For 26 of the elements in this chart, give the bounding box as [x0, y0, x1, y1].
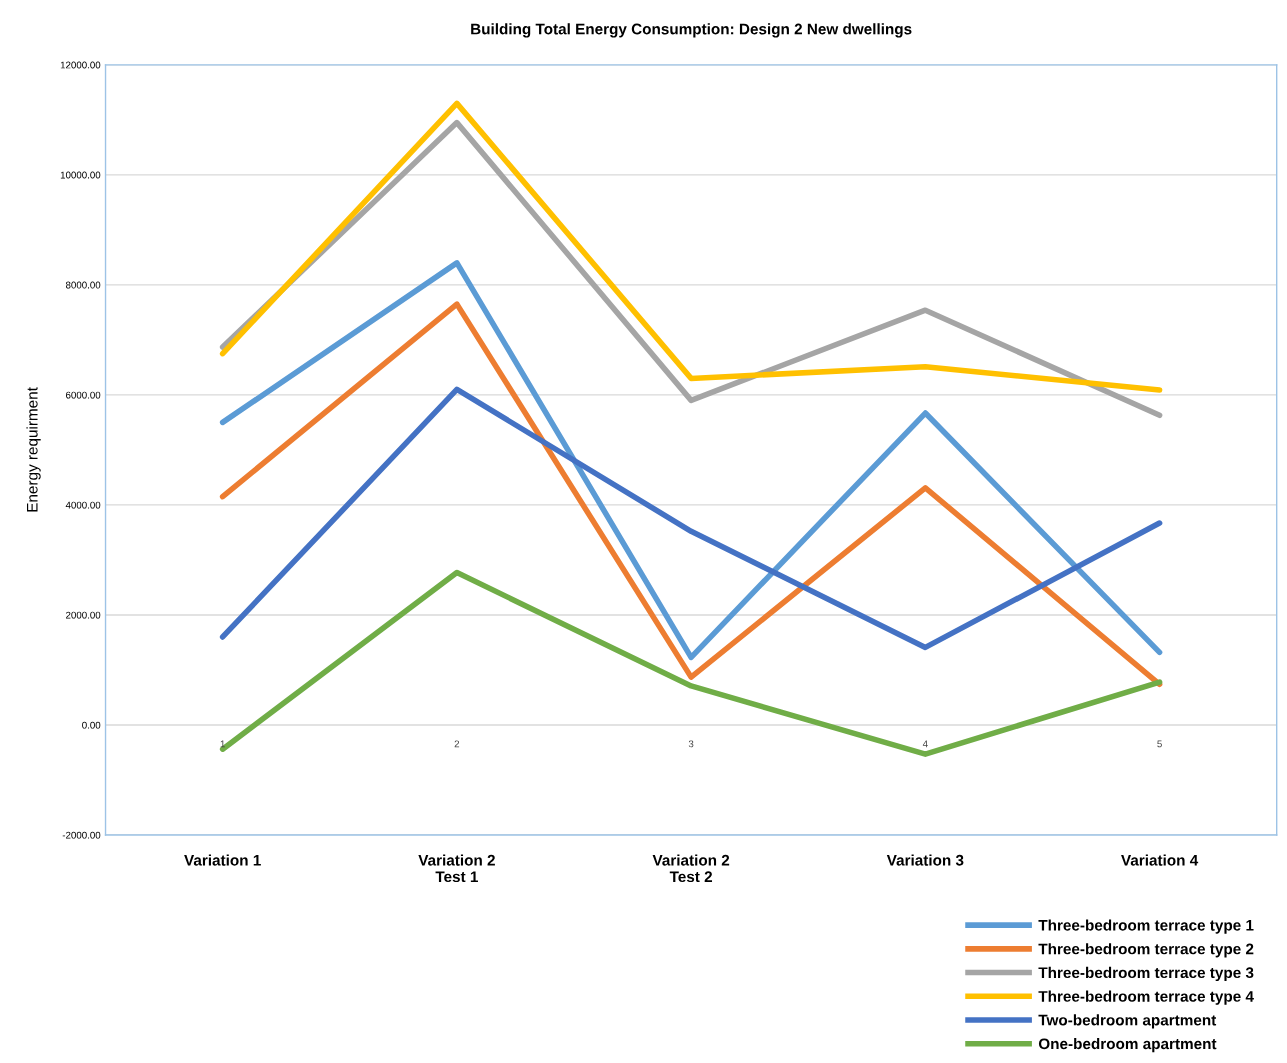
y-tick-label: 12000.00: [60, 61, 101, 69]
legend-label: One-bedroom apartment: [1038, 1038, 1217, 1053]
annotation: 5: [1157, 740, 1162, 748]
y-tick-label: -2000.00: [62, 831, 101, 839]
y-tick-label: 4000.00: [65, 501, 101, 509]
legend-label: Three-bedroom terrace type 2: [1038, 943, 1254, 958]
chart-title: Building Total Energy Consumption: Design 2 New dwellings: [471, 23, 912, 38]
x-tick-label: Variation 2 Test 1: [418, 854, 495, 883]
y-tick-label: 2000.00: [66, 611, 101, 619]
legend-label: Three-bedroom terrace type 4: [1038, 990, 1254, 1005]
legend-label: Three-bedroom terrace type 1: [1038, 919, 1254, 934]
annotation: 3: [688, 740, 694, 748]
x-tick-label: Variation 2 Test 2: [652, 854, 730, 883]
x-tick-label: Variation 4: [1121, 854, 1199, 866]
annotation: 1: [220, 740, 225, 748]
y-tick-label: 0.00: [82, 721, 101, 729]
x-tick-label: Variation 3: [886, 854, 964, 866]
annotation: 4: [922, 740, 928, 748]
x-tick-label: Variation 1: [184, 854, 261, 866]
y-tick-label: 10000.00: [60, 171, 101, 179]
y-axis-title: Energy requirment: [26, 387, 41, 512]
y-tick-label: 8000.00: [65, 281, 101, 289]
y-tick-label: 6000.00: [66, 391, 101, 399]
annotation: 2: [454, 740, 460, 748]
legend-label: Three-bedroom terrace type 3: [1038, 966, 1254, 982]
legend-label: Two-bedroom apartment: [1038, 1014, 1217, 1029]
